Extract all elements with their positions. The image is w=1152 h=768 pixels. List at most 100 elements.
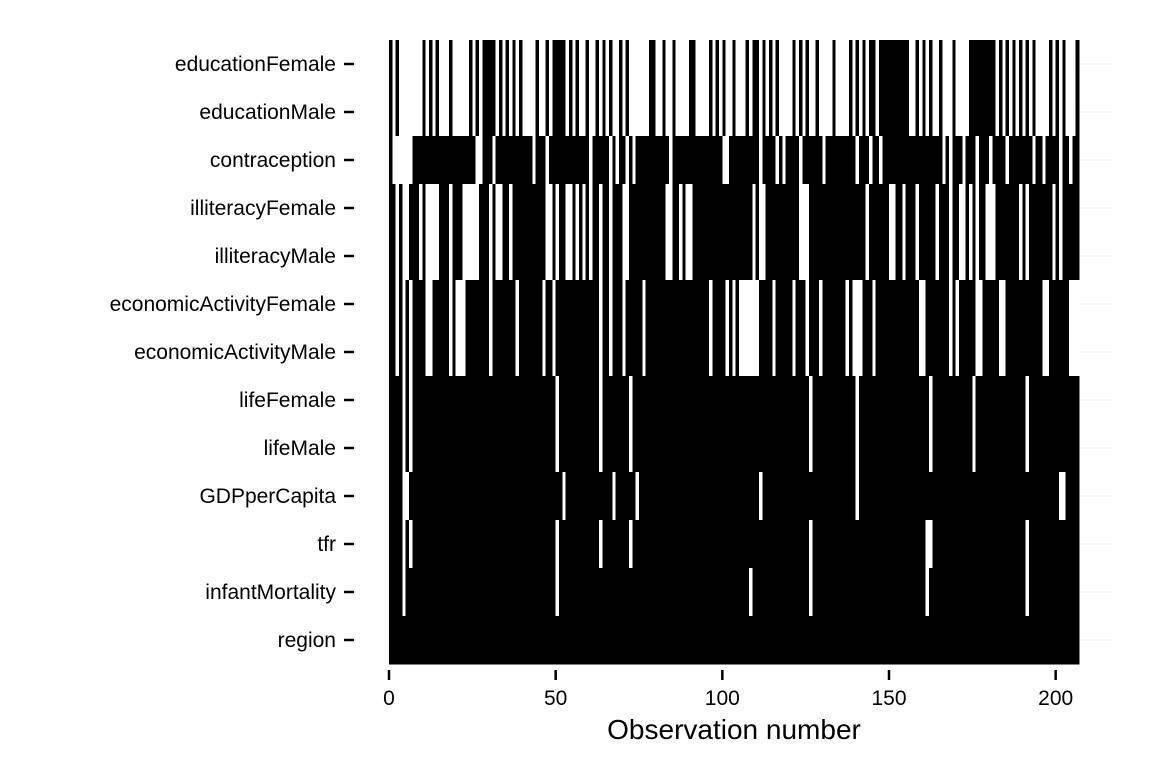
tile-present bbox=[1055, 184, 1060, 233]
tile-present bbox=[955, 472, 960, 521]
tile-present bbox=[1069, 520, 1073, 569]
tile-present bbox=[645, 328, 650, 377]
tile-present bbox=[472, 424, 477, 473]
tile-present bbox=[969, 40, 973, 89]
tile-present bbox=[575, 280, 580, 329]
tile-missing bbox=[759, 136, 763, 185]
tile-present bbox=[982, 40, 987, 89]
tile-present bbox=[755, 40, 760, 89]
tile-missing bbox=[945, 88, 950, 137]
tile-present bbox=[1045, 232, 1050, 281]
tile-present bbox=[662, 88, 667, 137]
tile-present bbox=[1005, 232, 1010, 281]
tile-present bbox=[1002, 472, 1007, 521]
tile-present bbox=[835, 472, 840, 521]
tile-missing bbox=[799, 184, 803, 233]
tile-present bbox=[835, 328, 840, 377]
tile-present bbox=[659, 568, 663, 617]
tile-missing bbox=[772, 280, 777, 329]
tile-present bbox=[795, 328, 800, 377]
tile-present bbox=[559, 424, 563, 473]
tile-present bbox=[1009, 520, 1013, 569]
tile-present bbox=[429, 520, 433, 569]
tile-present bbox=[462, 568, 467, 617]
tile-present bbox=[882, 280, 887, 329]
tile-present bbox=[419, 520, 423, 569]
tile-missing bbox=[795, 40, 800, 89]
tile-missing bbox=[439, 40, 443, 89]
tile-missing bbox=[409, 376, 413, 425]
tile-present bbox=[1009, 568, 1013, 617]
tile-present bbox=[482, 136, 487, 185]
tile-present bbox=[999, 40, 1003, 89]
tile-present bbox=[465, 376, 470, 425]
tile-present bbox=[642, 616, 647, 665]
tile-present bbox=[599, 568, 603, 617]
tile-present bbox=[992, 376, 997, 425]
tile-present bbox=[1045, 136, 1050, 185]
tile-present bbox=[552, 472, 557, 521]
tile-present bbox=[1032, 328, 1037, 377]
tile-present bbox=[812, 136, 817, 185]
tile-present bbox=[1029, 472, 1033, 521]
tile-present bbox=[729, 424, 733, 473]
tile-present bbox=[972, 184, 977, 233]
tile-present bbox=[1019, 472, 1023, 521]
tile-present bbox=[992, 40, 997, 89]
tile-present bbox=[685, 616, 690, 665]
tile-present bbox=[609, 472, 613, 521]
tile-missing bbox=[502, 40, 507, 89]
tile-present bbox=[432, 616, 437, 665]
tile-missing bbox=[555, 520, 560, 569]
tile-present bbox=[892, 40, 897, 89]
tile-missing bbox=[869, 136, 873, 185]
tile-present bbox=[632, 520, 637, 569]
tile-present bbox=[1042, 424, 1047, 473]
tile-missing bbox=[809, 424, 813, 473]
tile-missing bbox=[739, 280, 743, 329]
row-educationMale bbox=[389, 88, 1080, 137]
tile-present bbox=[439, 328, 443, 377]
tile-missing bbox=[1025, 184, 1030, 233]
tile-present bbox=[655, 424, 660, 473]
tile-present bbox=[859, 472, 863, 521]
tile-present bbox=[522, 424, 527, 473]
tile-present bbox=[602, 424, 607, 473]
tile-present bbox=[465, 616, 470, 665]
tile-present bbox=[669, 616, 673, 665]
tile-present bbox=[439, 184, 443, 233]
tile-present bbox=[515, 568, 520, 617]
tile-present bbox=[395, 88, 400, 137]
tile-present bbox=[502, 136, 507, 185]
tile-present bbox=[772, 232, 777, 281]
tile-missing bbox=[622, 280, 627, 329]
tile-present bbox=[809, 232, 813, 281]
tile-present bbox=[842, 328, 847, 377]
tile-present bbox=[922, 232, 927, 281]
tile-present bbox=[972, 472, 977, 521]
tile-present bbox=[615, 328, 620, 377]
tile-missing bbox=[942, 136, 947, 185]
tile-present bbox=[975, 472, 980, 521]
tile-present bbox=[822, 520, 827, 569]
tile-present bbox=[765, 184, 770, 233]
tile-present bbox=[389, 376, 393, 425]
tile-present bbox=[799, 280, 803, 329]
tile-present bbox=[855, 40, 860, 89]
tile-missing bbox=[409, 280, 413, 329]
tile-missing bbox=[1042, 88, 1047, 137]
tile-present bbox=[665, 136, 670, 185]
tile-present bbox=[489, 472, 493, 521]
tile-present bbox=[539, 472, 543, 521]
tile-present bbox=[1039, 280, 1043, 329]
tile-present bbox=[455, 424, 460, 473]
tile-present bbox=[895, 424, 900, 473]
tile-present bbox=[445, 328, 450, 377]
tile-present bbox=[682, 376, 687, 425]
tile-present bbox=[435, 376, 440, 425]
tile-missing bbox=[749, 328, 753, 377]
tile-missing bbox=[545, 184, 550, 233]
tile-missing bbox=[395, 328, 400, 377]
tile-present bbox=[839, 520, 843, 569]
tile-present bbox=[935, 280, 940, 329]
